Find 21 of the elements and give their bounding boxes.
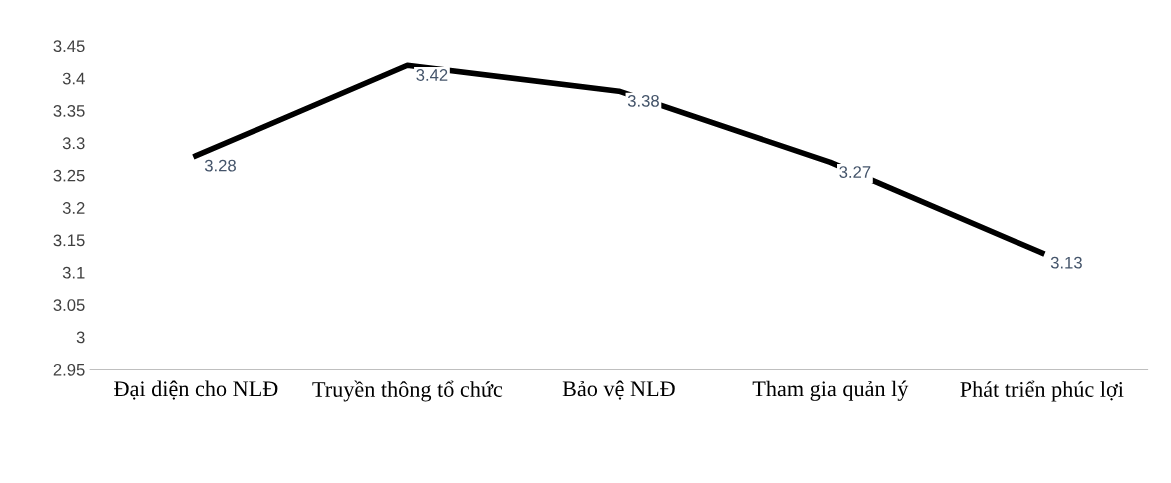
x-tick-label: Tham gia quản lý xyxy=(752,380,909,401)
data-label: 3.42 xyxy=(416,69,448,81)
y-tick-label: 3.25 xyxy=(53,169,85,182)
y-tick-label: 3.3 xyxy=(62,137,85,150)
y-tick-label: 3.35 xyxy=(53,105,85,117)
y-tick-label: 3.15 xyxy=(53,234,85,247)
y-tick-label: 3.45 xyxy=(53,40,85,53)
x-tick-label: Truyền thông tổ chức xyxy=(312,380,503,402)
x-tick-label: Bảo vệ NLĐ xyxy=(562,380,675,400)
y-tick-label: 3.05 xyxy=(53,299,85,311)
y-tick-label: 2.95 xyxy=(53,363,85,376)
data-label: 3.13 xyxy=(1050,256,1082,269)
data-label: 3.28 xyxy=(204,159,236,172)
data-label: 3.27 xyxy=(839,166,871,178)
data-label: 3.38 xyxy=(627,94,659,107)
y-tick-label: 3.4 xyxy=(62,72,85,85)
x-tick-label: Phát triển phúc lợi xyxy=(960,380,1124,402)
y-tick-label: 3.1 xyxy=(62,266,85,279)
x-tick-label: Đại diện cho NLĐ xyxy=(114,380,278,400)
y-tick-label: 3 xyxy=(76,331,85,344)
y-tick-label: 3.2 xyxy=(62,202,85,214)
